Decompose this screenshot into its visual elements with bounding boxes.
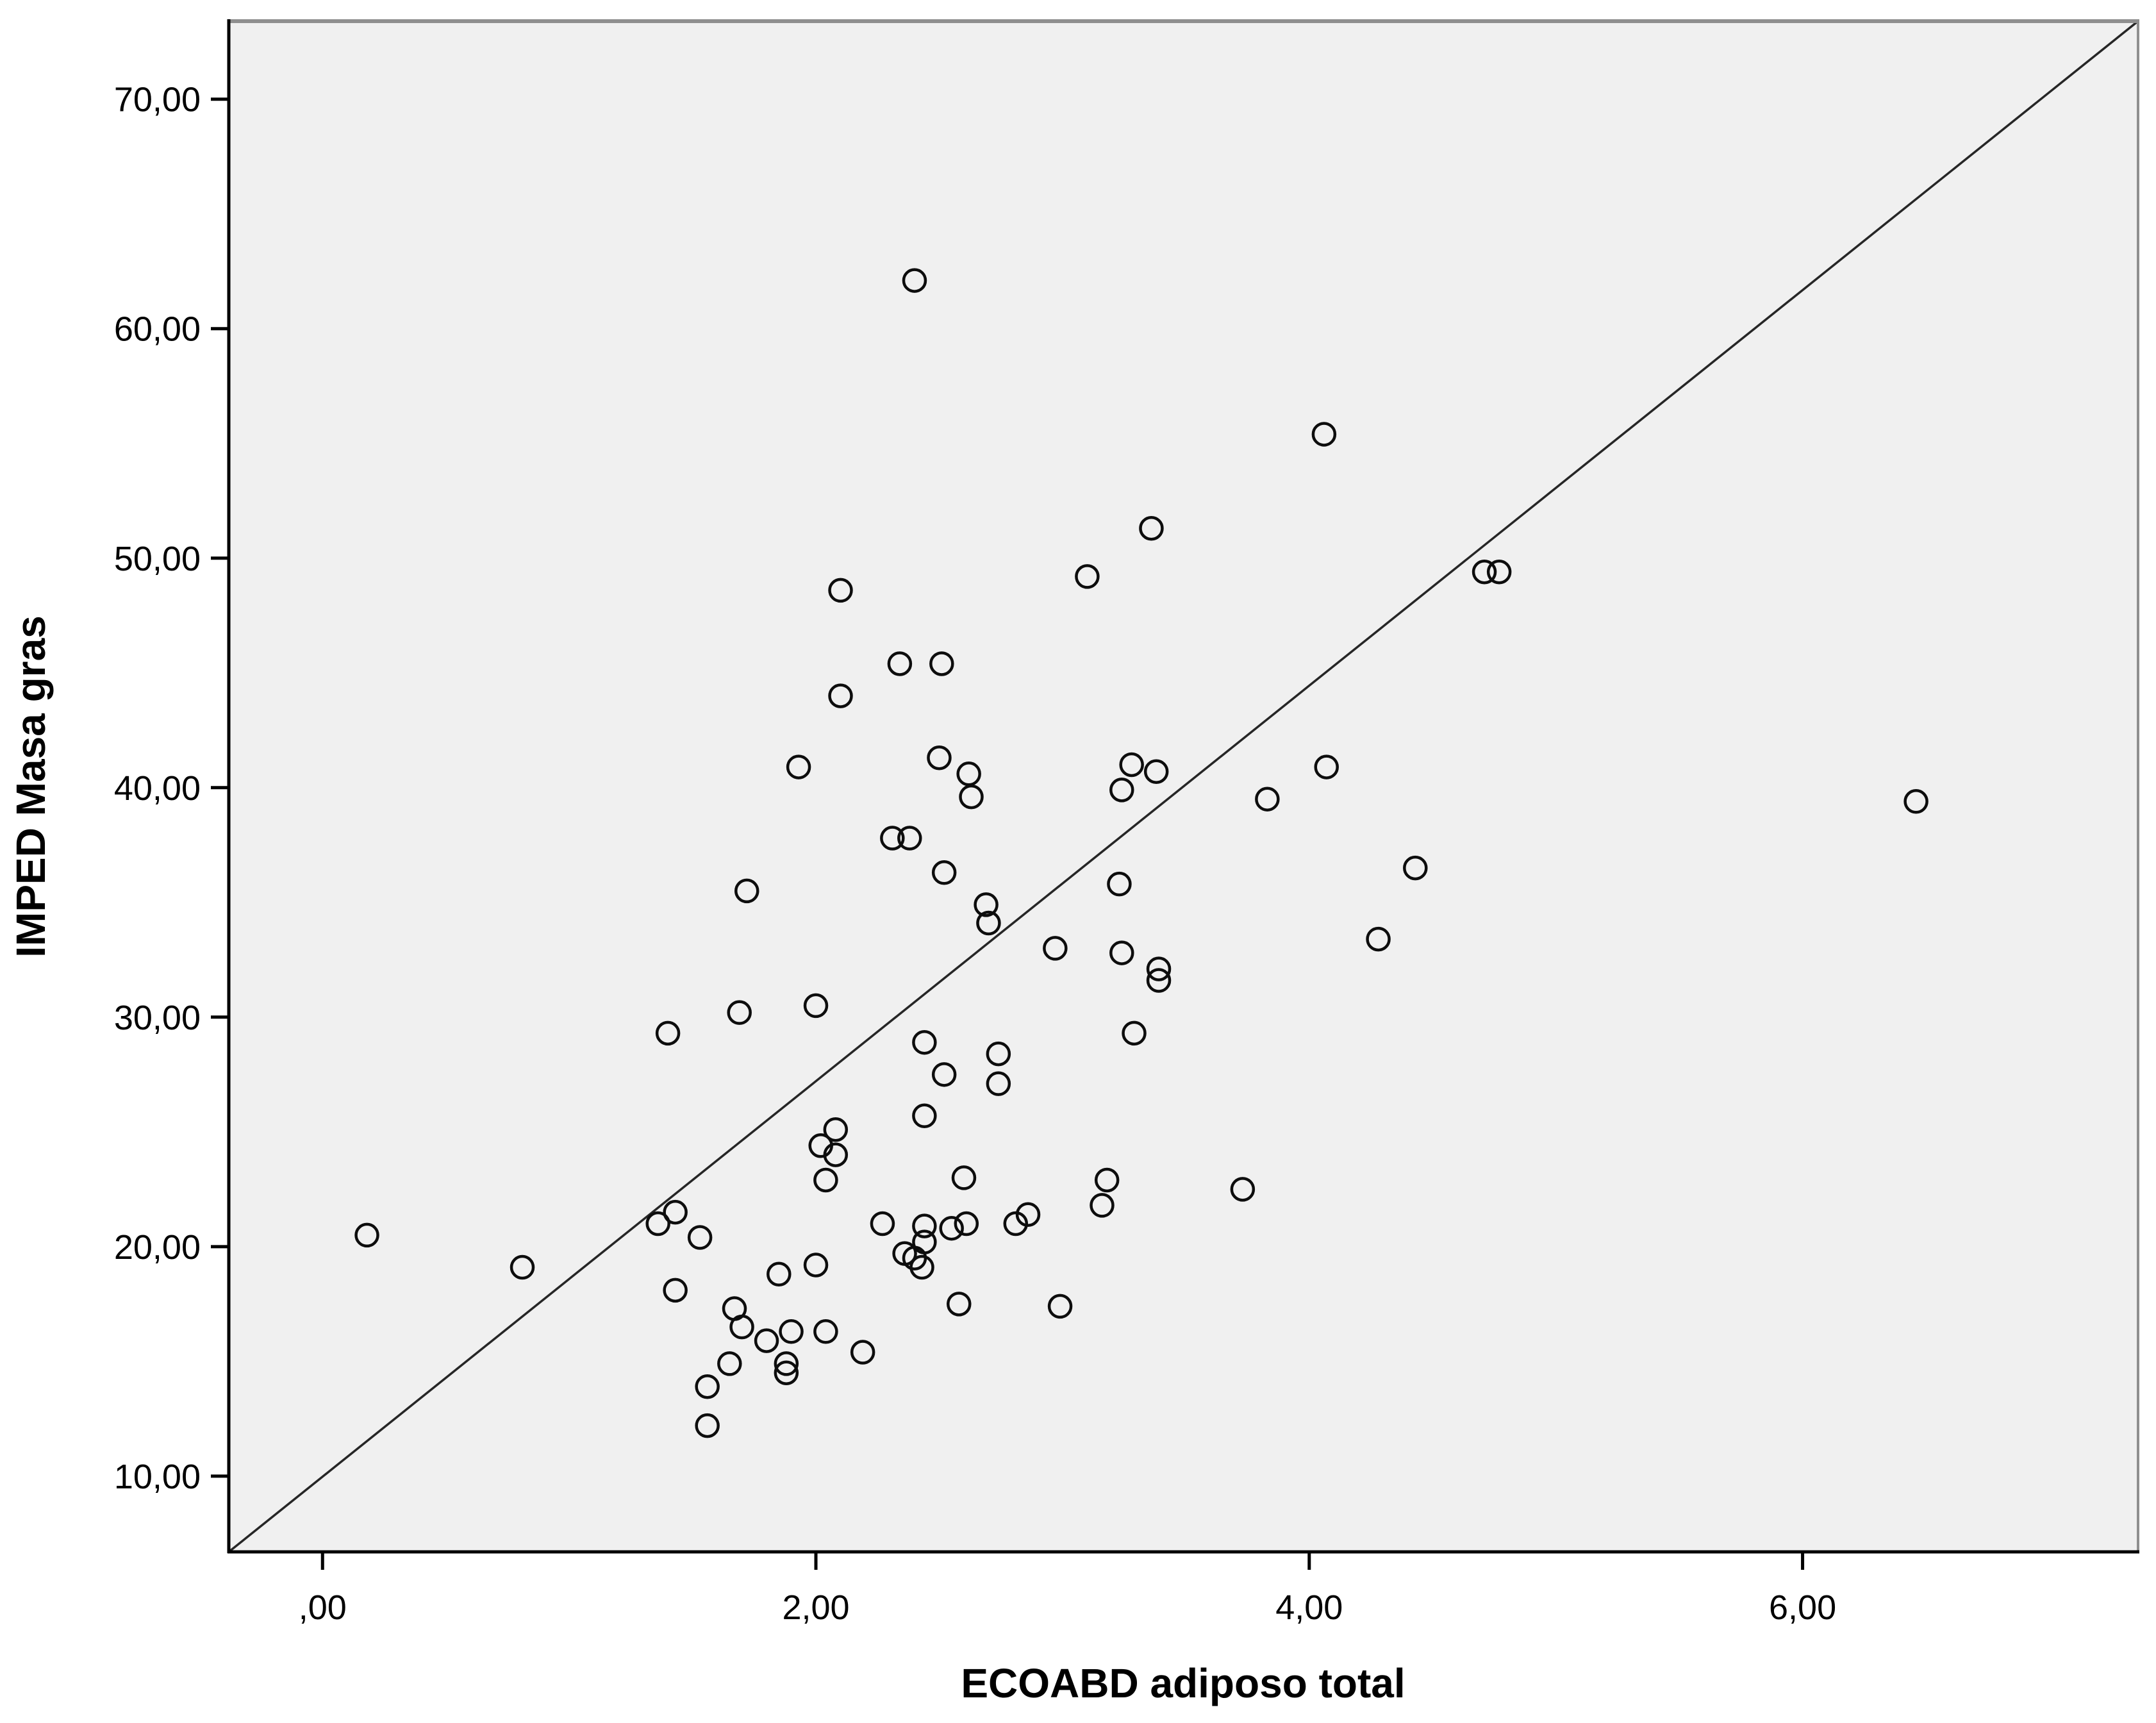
data-point <box>1314 754 1339 779</box>
data-point <box>951 1165 977 1190</box>
data-point <box>976 910 1001 936</box>
data-point <box>931 1062 957 1087</box>
data-point <box>774 1351 799 1376</box>
data-point <box>909 1254 934 1280</box>
y-tick-label: 50,00 <box>114 540 201 578</box>
data-point <box>912 1029 937 1055</box>
data-point <box>767 1261 792 1287</box>
data-point <box>803 1253 829 1278</box>
data-point <box>1109 940 1134 965</box>
y-tick-label: 30,00 <box>114 999 201 1037</box>
data-point <box>986 1071 1011 1096</box>
y-tick-label: 40,00 <box>114 769 201 808</box>
data-point <box>1366 926 1391 952</box>
data-point <box>734 878 759 904</box>
data-point <box>1090 1193 1115 1218</box>
data-point <box>1143 759 1169 784</box>
data-point <box>897 826 922 851</box>
x-tick-label: 6,00 <box>1769 1588 1836 1627</box>
y-tick-label: 10,00 <box>114 1458 201 1496</box>
data-point <box>974 892 999 917</box>
data-point <box>813 1319 838 1344</box>
x-axis-title: ECOABD adiposo total <box>961 1660 1405 1706</box>
data-point <box>727 1000 752 1025</box>
data-point <box>828 683 853 708</box>
data-point <box>870 1211 895 1236</box>
data-point <box>887 651 913 676</box>
data-point <box>1003 1211 1029 1236</box>
data-point <box>1107 871 1132 897</box>
data-point <box>823 1117 849 1142</box>
data-point <box>912 1213 937 1238</box>
data-point <box>1119 752 1144 778</box>
data-point <box>1122 1020 1147 1046</box>
data-point <box>1472 560 1497 585</box>
data-point <box>1486 560 1512 585</box>
x-tick-label: 4,00 <box>1275 1588 1343 1627</box>
data-point <box>939 1215 964 1241</box>
data-point <box>1047 1294 1073 1319</box>
y-tick-label: 20,00 <box>114 1228 201 1267</box>
data-point <box>850 1340 875 1365</box>
data-point <box>959 784 984 810</box>
data-point <box>931 860 957 885</box>
data-point <box>880 826 905 851</box>
data-point <box>510 1254 535 1280</box>
data-point <box>717 1351 742 1376</box>
data-point <box>1015 1202 1041 1227</box>
data-point <box>663 1199 688 1225</box>
data-point <box>1043 936 1068 961</box>
data-point <box>1146 968 1172 993</box>
data-point <box>655 1020 681 1046</box>
data-point <box>954 1211 979 1236</box>
data-point <box>774 1360 799 1385</box>
data-point <box>912 1103 937 1129</box>
data-point <box>1903 789 1928 814</box>
data-point <box>1139 515 1164 541</box>
data-point <box>1230 1177 1256 1202</box>
data-point <box>986 1041 1011 1067</box>
data-point <box>927 745 952 770</box>
data-point <box>1094 1167 1120 1193</box>
data-point <box>729 1314 754 1340</box>
reference-line <box>228 20 2139 1553</box>
data-point <box>695 1374 720 1399</box>
data-point <box>828 578 853 603</box>
data-point <box>1255 787 1280 812</box>
data-point <box>779 1319 804 1344</box>
data-point <box>1311 422 1337 447</box>
data-point <box>754 1328 779 1353</box>
y-tick-label: 60,00 <box>114 310 201 349</box>
plot-layer: ,00 2,00 4,00 6,00 10,00 20,00 30,00 40,00 50,00… <box>114 19 2139 1627</box>
data-point <box>823 1142 849 1167</box>
data-point <box>929 651 954 676</box>
data-point <box>1109 778 1134 803</box>
data-point <box>354 1222 379 1248</box>
data-point <box>947 1292 972 1317</box>
data-point <box>902 268 927 293</box>
y-tick-label: 70,00 <box>114 81 201 119</box>
x-tick-label: ,00 <box>299 1588 347 1627</box>
data-point <box>1075 564 1100 589</box>
data-point <box>803 993 829 1019</box>
data-point <box>663 1278 688 1303</box>
data-point <box>687 1225 713 1250</box>
x-tick-label: 2,00 <box>782 1588 849 1627</box>
data-point <box>695 1413 720 1438</box>
y-axis-title: IMPED Masa gras <box>8 615 54 958</box>
data-point <box>813 1167 838 1193</box>
data-point <box>645 1211 670 1236</box>
data-point <box>1403 855 1428 881</box>
data-point <box>1146 956 1172 981</box>
data-point <box>786 754 811 779</box>
